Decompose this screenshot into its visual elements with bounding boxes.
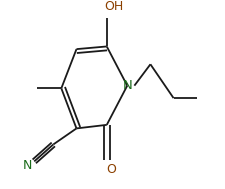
Text: N: N: [122, 79, 132, 92]
Text: OH: OH: [104, 1, 123, 13]
Text: O: O: [106, 163, 116, 176]
Text: N: N: [23, 159, 32, 172]
